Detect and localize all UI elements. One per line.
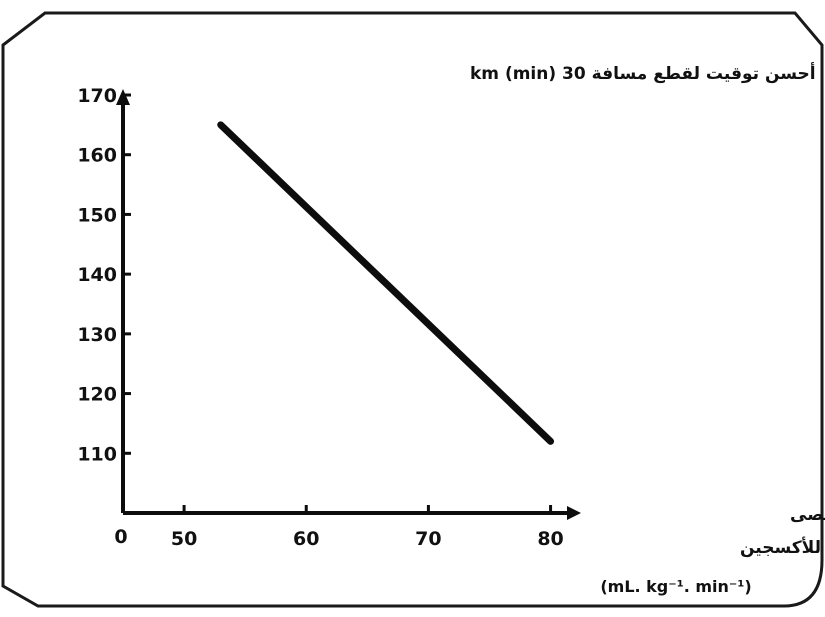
y-tick-label: 120 xyxy=(77,384,117,406)
x-origin-label: 0 xyxy=(114,526,127,548)
y-tick-label: 150 xyxy=(77,204,117,226)
series-line xyxy=(217,121,555,445)
y-axis-arrow xyxy=(116,89,130,105)
x-axis-arrow xyxy=(567,506,581,520)
x-tick-label: 70 xyxy=(415,528,441,550)
ticks-layer: 50 60 70 80 110 120 130 140 150 160 170 xyxy=(77,85,563,550)
x-tick-label: 50 xyxy=(171,528,197,550)
y-axis-title: أحسن توقيت لقطع مسافة 30 km (min) xyxy=(470,62,816,84)
x-axis-title-line-2: للأكسجين xyxy=(740,537,821,558)
x-tick-label: 60 xyxy=(293,528,319,550)
series-layer xyxy=(217,121,555,445)
y-tick-label: 160 xyxy=(77,145,117,167)
x-axis-title-line-3: (mL. kg⁻¹. min⁻¹) xyxy=(600,577,751,596)
y-tick-label: 130 xyxy=(77,324,117,346)
axes-layer xyxy=(116,89,581,520)
x-tick-label: 80 xyxy=(537,528,563,550)
y-tick-label: 140 xyxy=(77,264,117,286)
y-tick-label: 110 xyxy=(77,443,117,465)
y-tick-label: 170 xyxy=(77,85,117,107)
x-axis-title-line-1: الحجم الأقصى xyxy=(790,504,825,525)
